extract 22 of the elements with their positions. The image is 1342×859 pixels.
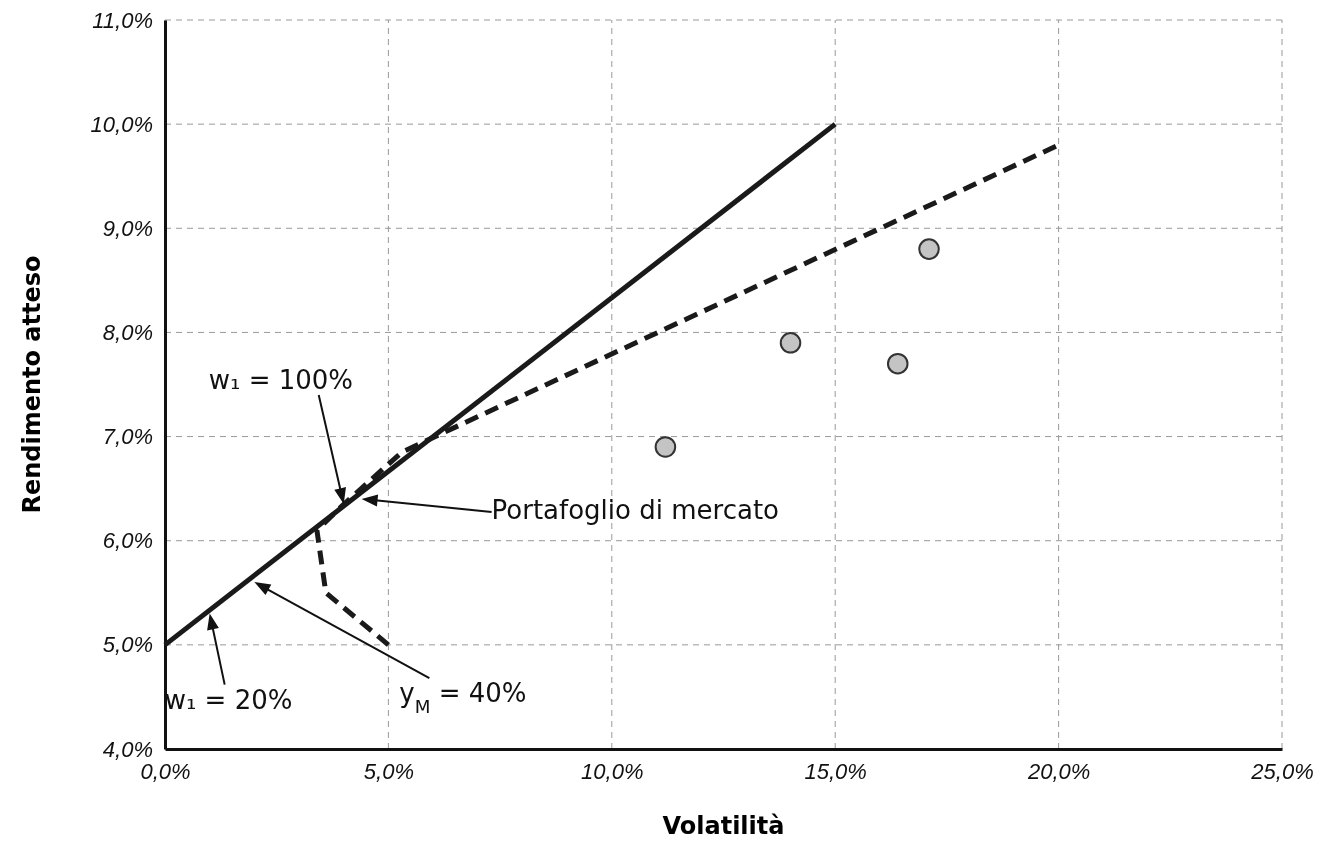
point <box>918 238 940 260</box>
y-tick-label: 9,0% <box>102 215 153 241</box>
point <box>654 436 677 458</box>
x-axis-title: Volatilità <box>662 812 785 840</box>
x-tick-label: 5,0% <box>363 758 414 784</box>
x-tick-label: 25,0% <box>1250 758 1314 784</box>
y-tick-label: 7,0% <box>102 424 153 450</box>
y-tick-label: 8,0% <box>102 319 153 345</box>
y-tick-label: 5,0% <box>102 632 153 658</box>
x-tick-label: 10,0% <box>581 758 644 784</box>
x-tick-label: 15,0% <box>804 758 867 784</box>
x-tick-label: 20,0% <box>1026 758 1091 784</box>
y-tick-label: 10,0% <box>90 111 153 137</box>
point <box>886 352 909 375</box>
y-axis-title: Rendimento atteso <box>18 255 46 514</box>
annotation: y$_{M}$ = 40% <box>399 678 527 717</box>
annotation: Portafoglio di mercato <box>491 494 780 525</box>
y-tick-label: 6,0% <box>102 528 153 554</box>
y-tick-label: 11,0% <box>92 7 153 33</box>
annotation: w₁ = 20% <box>164 684 293 715</box>
point <box>779 332 802 354</box>
annotation: w₁ = 100% <box>208 365 354 396</box>
